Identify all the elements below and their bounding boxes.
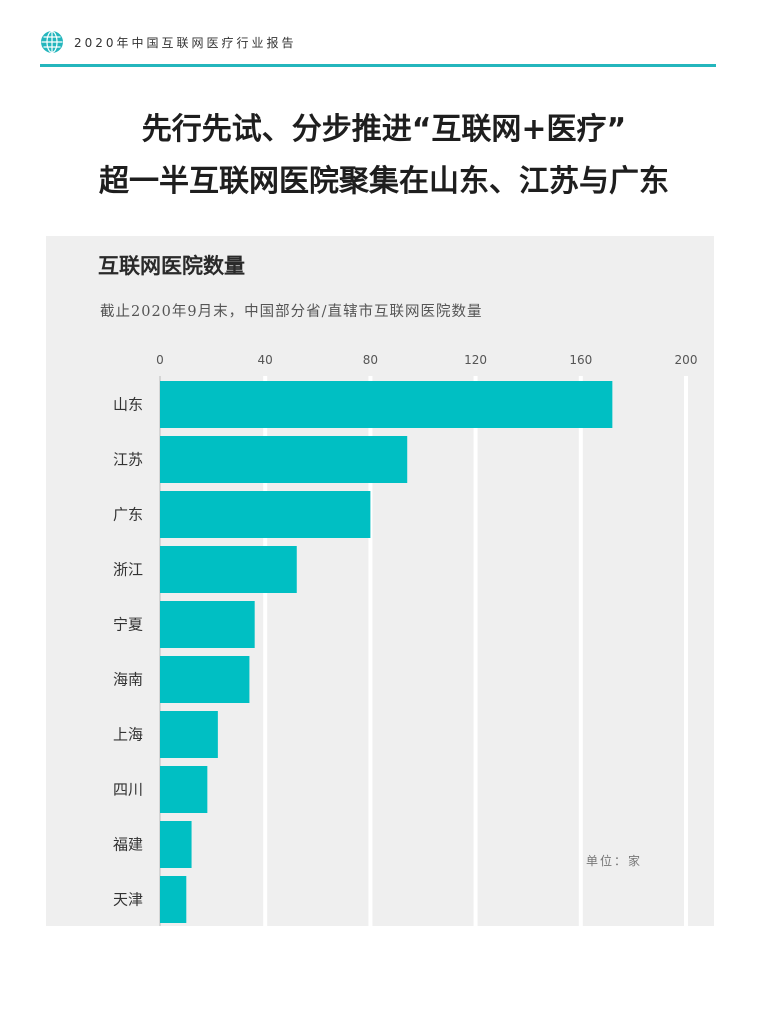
bar <box>160 436 408 483</box>
globe-icon <box>41 30 63 54</box>
category-label: 四川 <box>113 781 143 799</box>
x-tick-label: 80 <box>363 353 378 367</box>
category-label: 江苏 <box>113 451 143 469</box>
bar <box>160 711 218 758</box>
bar <box>160 766 208 813</box>
headline-line-1: 先行先试、分步推进“互联网+医疗” <box>141 112 627 147</box>
chart-panel: 互联网医院数量 截止2020年9月末，中国部分省/直辖市互联网医院数量 0 40 8… <box>46 236 714 926</box>
unit-label: 单位：家 <box>586 854 643 868</box>
bar <box>160 491 371 538</box>
category-label: 天津 <box>113 891 143 909</box>
x-tick-label: 160 <box>569 353 592 367</box>
bar <box>160 381 613 428</box>
bar <box>160 601 255 648</box>
category-label: 上海 <box>113 726 143 744</box>
chart-subtitle: 截止2020年9月末，中国部分省/直辖市互联网医院数量 <box>100 304 483 320</box>
category-label: 宁夏 <box>113 616 143 634</box>
headline: 先行先试、分步推进“互联网+医疗” 超一半互联网医院聚集在山东、江苏与广东 <box>0 104 768 208</box>
category-label: 海南 <box>113 671 143 689</box>
category-label: 福建 <box>113 836 143 854</box>
bar <box>160 656 250 703</box>
headline-line-2: 超一半互联网医院聚集在山东、江苏与广东 <box>99 164 669 199</box>
chart-title: 互联网医院数量 <box>98 254 245 278</box>
bar <box>160 876 187 923</box>
x-tick-label: 200 <box>675 353 698 367</box>
report-title: 2020年中国互联网医疗行业报告 <box>74 36 297 50</box>
category-label: 广东 <box>113 506 143 524</box>
bar <box>160 821 192 868</box>
x-tick-label: 120 <box>464 353 487 367</box>
x-tick-label: 40 <box>258 353 273 367</box>
x-tick-label: 0 <box>156 353 164 367</box>
bar <box>160 546 297 593</box>
category-label: 山东 <box>113 396 143 414</box>
report-header: 2020年中国互联网医疗行业报告 <box>40 28 716 67</box>
category-label: 浙江 <box>113 561 143 579</box>
